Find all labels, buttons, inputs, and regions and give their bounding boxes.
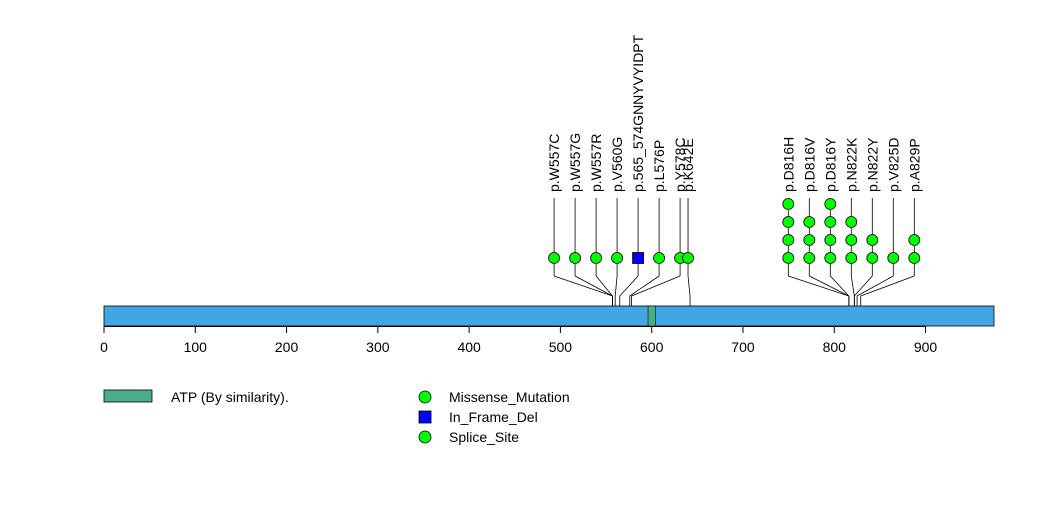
- mutation-label-p-d816v: p.D816V: [801, 137, 817, 192]
- marker-p-d816h-2: [782, 216, 795, 228]
- legend-mutation-symbol-1: [418, 410, 432, 424]
- legend: ATP (By similarity). Missense_Mutation In…: [103, 389, 570, 445]
- marker-p-d816v-1: [803, 234, 816, 246]
- legend-mutation-label-2: Splice_Site: [449, 429, 519, 445]
- marker-p-d816y-3: [824, 198, 837, 210]
- mutation-labels: p.W557C p.W557G p.W557R p.V560G p.565_574GNN…: [546, 34, 922, 192]
- marker-p-d816y-0: [824, 252, 837, 264]
- connector-p-d816y: [830, 275, 850, 306]
- connector-p-v825d: [856, 275, 894, 306]
- connector-p-n822k: [850, 275, 855, 306]
- marker-p-d816y-2: [824, 216, 837, 228]
- legend-mutation-label-0: Missense_Mutation: [449, 389, 570, 405]
- mutation-label-p-d816y: p.D816Y: [822, 137, 838, 192]
- connector-p-w557g: [574, 275, 613, 306]
- connector-p-l576p: [629, 275, 660, 306]
- connector-p-d816v: [809, 275, 850, 306]
- x-tick-label-100: 100: [184, 339, 208, 355]
- marker-p-565-574gnnyvyidpt-0: [632, 252, 644, 264]
- marker-p-n822y-0: [866, 252, 879, 264]
- connector-p-n822y: [853, 275, 873, 306]
- mutation-label-p-w557r: p.W557R: [588, 134, 604, 192]
- marker-p-v560g-0: [611, 252, 623, 264]
- mutation-label-p-n822k: p.N822K: [843, 137, 859, 192]
- mutation-markers: [548, 198, 921, 264]
- marker-p-a829p-1: [908, 234, 921, 246]
- marker-p-n822y-1: [866, 234, 879, 246]
- marker-p-l576p-0: [653, 252, 665, 264]
- marker-p-d816h-0: [782, 252, 795, 264]
- x-tick-label-900: 900: [914, 339, 938, 355]
- marker-p-n822k-0: [845, 252, 858, 264]
- x-tick-label-200: 200: [275, 339, 299, 355]
- x-tick-label-0: 0: [100, 339, 108, 355]
- mutation-label-p-v560g: p.V560G: [609, 137, 625, 192]
- mutation-label-p-w557c: p.W557C: [546, 134, 562, 192]
- mutation-label-p-a829p: p.A829P: [906, 138, 922, 192]
- mutation-label-p-d816h: p.D816H: [780, 137, 796, 192]
- marker-p-d816v-0: [803, 252, 816, 264]
- connector-p-v560g: [614, 275, 618, 306]
- stem-lines: [553, 198, 915, 276]
- domain-regions: [647, 305, 656, 327]
- legend-mutation-symbol-2: [418, 430, 432, 444]
- legend-mutation-label-1: In_Frame_Del: [449, 409, 538, 425]
- legend-domain-label-0: ATP (By similarity).: [171, 389, 289, 405]
- marker-p-k642e-0: [682, 252, 694, 264]
- marker-p-w557c-0: [548, 252, 560, 264]
- x-tick-label-600: 600: [640, 339, 664, 355]
- mutation-label-p-y578c: p.Y578C: [672, 138, 688, 192]
- x-tick-label-300: 300: [366, 339, 390, 355]
- connector-p-a829p: [860, 275, 915, 306]
- legend-domains: ATP (By similarity).: [103, 389, 289, 405]
- protein-backbone: [103, 305, 995, 327]
- legend-domain-swatch-0: [103, 389, 153, 403]
- connector-p-w557r: [595, 275, 613, 306]
- marker-p-d816v-2: [803, 216, 816, 228]
- marker-p-w557r-0: [590, 252, 602, 264]
- connector-p-k642e: [687, 275, 691, 306]
- connector-lines: [553, 275, 915, 306]
- marker-p-n822k-1: [845, 234, 858, 246]
- x-tick-label-500: 500: [549, 339, 573, 355]
- domain-rect-0: [647, 305, 656, 327]
- x-axis-ticks: 0 100 200 300 400 500 600 700 800 900: [100, 326, 937, 355]
- x-tick-label-800: 800: [823, 339, 847, 355]
- mutation-label-p-n822y: p.N822Y: [864, 137, 880, 192]
- x-tick-label-700: 700: [731, 339, 755, 355]
- marker-p-n822k-2: [845, 216, 858, 228]
- marker-p-d816y-1: [824, 234, 837, 246]
- legend-mutation-types: Missense_Mutation In_Frame_Del Splice_Site: [418, 389, 570, 445]
- marker-p-a829p-0: [908, 252, 921, 264]
- marker-p-w557g-0: [569, 252, 581, 264]
- connector-p-y578c: [631, 275, 681, 306]
- x-tick-label-400: 400: [457, 339, 481, 355]
- marker-p-d816h-1: [782, 234, 795, 246]
- mutation-label-p-l576p: p.L576P: [651, 140, 667, 192]
- mutation-label-p-565-574gnnyvyidpt: p.565_574GNNYVYIDPT: [630, 34, 646, 192]
- legend-mutation-symbol-0: [418, 390, 432, 404]
- mutation-label-p-v825d: p.V825D: [885, 138, 901, 192]
- connector-p-565-574gnnyvyidpt: [619, 275, 639, 306]
- mutation-label-p-w557g: p.W557G: [567, 133, 583, 192]
- mutation-label-p-k642e: p.K642E: [680, 138, 696, 192]
- marker-p-d816h-3: [782, 198, 795, 210]
- marker-p-v825d-0: [887, 252, 900, 264]
